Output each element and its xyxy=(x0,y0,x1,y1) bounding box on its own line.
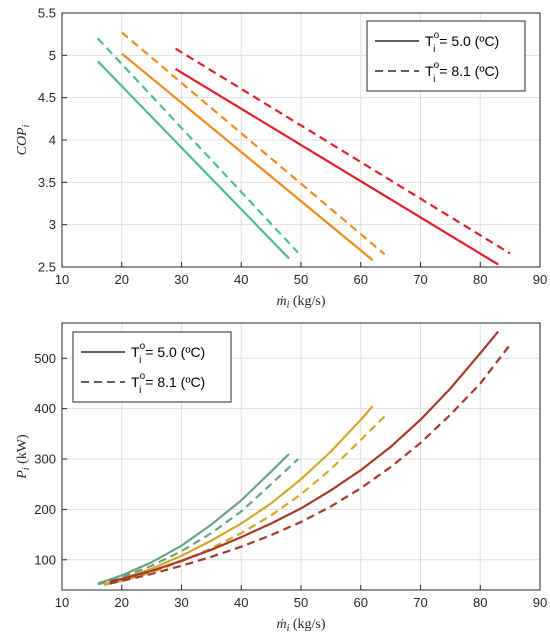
x-tick-label: 10 xyxy=(55,595,69,610)
legend: To i = 5.0 (ºC)To i = 8.1 (ºC) xyxy=(72,331,232,403)
legend-box xyxy=(366,20,526,92)
legend-entry-text: = 8.1 (ºC) xyxy=(141,374,205,390)
legend-entry-superscript: o xyxy=(434,30,440,41)
legend-entry-subscript: i xyxy=(139,355,141,366)
legend-entry-text: = 5.0 (ºC) xyxy=(141,344,205,360)
y-tick-label: 5 xyxy=(49,48,56,63)
series-line xyxy=(121,31,386,256)
x-tick-label: 70 xyxy=(413,595,427,610)
y-axis-label: Pi (kW) xyxy=(15,434,32,480)
y-tick-label: 4.5 xyxy=(38,90,56,105)
series-line xyxy=(109,330,500,583)
series-line xyxy=(97,60,290,260)
x-tick-label: 90 xyxy=(533,595,547,610)
legend-entry-symbol: T xyxy=(131,374,140,390)
x-tick-label: 80 xyxy=(473,272,487,287)
x-axis-label-unit: (kg/s) xyxy=(293,294,326,309)
x-tick-label: 30 xyxy=(174,595,188,610)
legend-entry-superscript: o xyxy=(140,371,146,382)
y-axis-label-subscript: i xyxy=(21,467,32,470)
legend-entry-symbol: T xyxy=(425,63,434,79)
legend-entry: To i = 8.1 (ºC) xyxy=(425,60,499,85)
x-tick-label: 40 xyxy=(234,595,248,610)
series-line xyxy=(103,405,374,586)
series-line xyxy=(174,47,511,255)
x-axis-label-subscript: i xyxy=(287,623,290,634)
cop-chart: 10 20 30 40 50 60 70 80 902.533.544.555.5ṁi (kg/… xyxy=(15,6,547,312)
x-tick-label: 20 xyxy=(115,595,129,610)
series-line xyxy=(174,67,499,266)
x-tick-label: 50 xyxy=(294,272,308,287)
y-tick-label: 200 xyxy=(34,502,56,517)
x-axis-label-unit: (kg/s) xyxy=(293,617,326,632)
x-tick-label: 90 xyxy=(533,272,547,287)
y-tick-label: 400 xyxy=(34,401,56,416)
series-line xyxy=(121,52,374,262)
y-tick-label: 5.5 xyxy=(38,6,56,21)
series-line xyxy=(109,344,511,585)
legend-entry-subscript: i xyxy=(139,385,141,396)
y-axis-label-unit: (kW) xyxy=(15,434,30,464)
x-tick-label: 50 xyxy=(294,595,308,610)
y-tick-label: 4 xyxy=(49,133,56,148)
legend-entry-text: = 5.0 (ºC) xyxy=(435,33,499,49)
legend-entry-subscript: i xyxy=(433,74,435,85)
x-tick-label: 10 xyxy=(55,272,69,287)
y-axis-label-symbol: P xyxy=(15,470,30,480)
legend: To i = 5.0 (ºC)To i = 8.1 (ºC) xyxy=(366,20,526,92)
y-tick-label: 3.5 xyxy=(38,175,56,190)
x-tick-label: 80 xyxy=(473,595,487,610)
x-tick-label: 40 xyxy=(234,272,248,287)
legend-entry-text: = 8.1 (ºC) xyxy=(435,63,499,79)
y-axis-label-symbol: COP xyxy=(15,127,30,155)
x-tick-label: 70 xyxy=(413,272,427,287)
legend-entry-subscript: i xyxy=(433,44,435,55)
series-line xyxy=(97,458,299,586)
legend-entry-symbol: T xyxy=(131,344,140,360)
x-tick-label: 30 xyxy=(174,272,188,287)
legend-entry-superscript: o xyxy=(434,60,440,71)
legend-entry: To i = 5.0 (ºC) xyxy=(131,341,205,366)
series-line xyxy=(96,37,299,254)
x-tick-label: 60 xyxy=(354,595,368,610)
y-tick-label: 2.5 xyxy=(38,260,56,275)
x-tick-label: 20 xyxy=(115,272,129,287)
x-axis-label-symbol: ṁ xyxy=(276,617,286,632)
legend-entry: To i = 8.1 (ºC) xyxy=(131,371,205,396)
legend-entry-superscript: o xyxy=(140,341,146,352)
y-axis-label: COPi xyxy=(15,124,32,155)
x-axis-label-symbol: ṁ xyxy=(276,294,286,309)
x-axis-label: ṁi (kg/s) xyxy=(276,617,325,634)
legend-entry-symbol: T xyxy=(425,33,434,49)
x-axis-label: ṁi (kg/s) xyxy=(276,294,325,311)
y-axis-label-subscript: i xyxy=(21,124,32,127)
series-line xyxy=(97,453,290,585)
x-axis-label-subscript: i xyxy=(287,300,290,311)
y-tick-label: 300 xyxy=(34,452,56,467)
legend-entry: To i = 5.0 (ºC) xyxy=(425,30,499,55)
legend-box xyxy=(72,331,232,403)
y-tick-label: 500 xyxy=(34,351,56,366)
y-tick-label: 100 xyxy=(34,552,56,567)
x-tick-label: 60 xyxy=(354,272,368,287)
y-tick-label: 3 xyxy=(49,217,56,232)
